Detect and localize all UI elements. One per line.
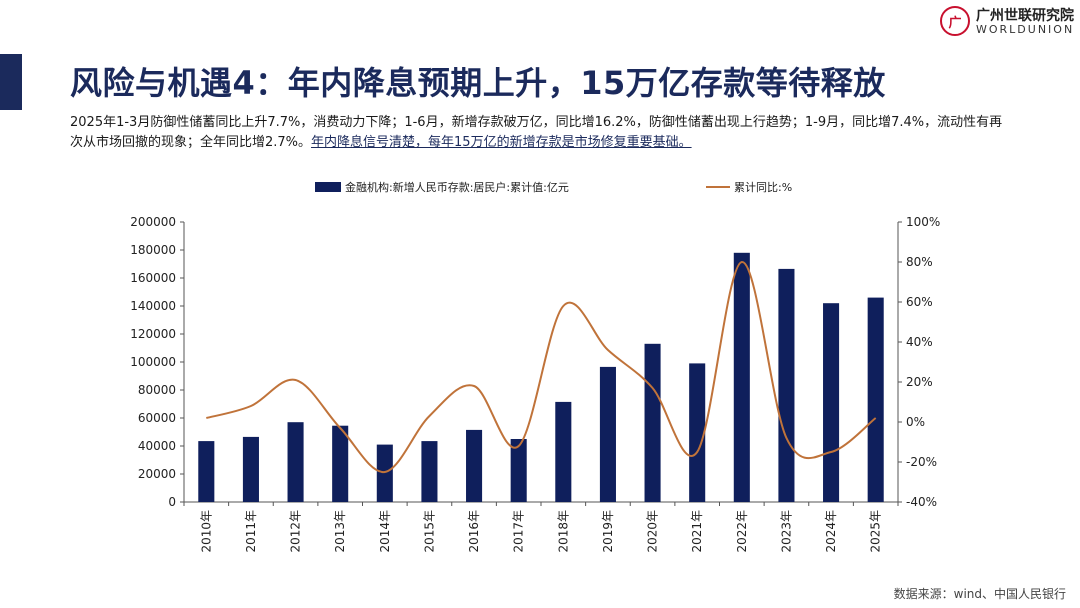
x-axis-category-label: 2018年 (556, 510, 570, 553)
logo-name-cn: 广州世联研究院 (976, 8, 1074, 24)
bar-deposit (198, 441, 215, 502)
x-axis-category-label: 2011年 (244, 510, 258, 553)
bar-deposit (287, 422, 304, 502)
left-axis-tick-label: 160000 (130, 271, 176, 285)
page-title: 风险与机遇4：年内降息预期上升，15万亿存款等待释放 (70, 64, 886, 102)
legend-bar-label: 金融机构:新增人民币存款:居民户:累计值:亿元 (345, 180, 569, 194)
title-accent-bar (0, 54, 22, 110)
left-axis-tick-label: 200000 (130, 215, 176, 229)
line-yoy-growth (206, 261, 877, 474)
deposit-chart: 金融机构:新增人民币存款:居民户:累计值:亿元 累计同比:% 0 20000 40000… (130, 180, 940, 553)
data-source: 数据来源：wind、中国人民银行 (893, 587, 1066, 601)
right-axis-tick-label: -20% (906, 455, 937, 469)
right-axis-tick-label: 40% (906, 335, 933, 349)
bar-deposit (823, 303, 840, 502)
x-axis-category-label: 2012年 (289, 510, 303, 553)
bar-deposit (376, 444, 393, 502)
x-axis-category-label: 2014年 (378, 510, 392, 553)
description-text: 2025年1-3月防御性储蓄同比上升7.7%，消费动力下降；1-6月，新增存款破… (70, 115, 1003, 150)
left-axis-tick-label: 40000 (138, 439, 176, 453)
x-axis-category-label: 2025年 (869, 510, 883, 553)
bar-deposit (689, 363, 706, 502)
page-description: 2025年1-3月防御性储蓄同比上升7.7%，消费动力下降；1-6月，新增存款破… (70, 113, 1005, 153)
x-axis-category-label: 2022年 (735, 510, 749, 553)
left-axis-tick-label: 180000 (130, 243, 176, 257)
left-axis-tick-label: 0 (168, 495, 176, 509)
logo-mark-icon: 广 (940, 6, 970, 36)
x-axis-category-label: 2015年 (422, 510, 436, 553)
bar-deposit (644, 343, 661, 502)
left-axis-tick-label: 140000 (130, 299, 176, 313)
bar-deposit (733, 252, 750, 502)
bar-deposit (242, 436, 259, 502)
right-axis-tick-label: 100% (906, 215, 940, 229)
bar-deposit (778, 268, 795, 502)
logo-mark-text: 广 (948, 15, 962, 31)
left-axis-tick-label: 120000 (130, 327, 176, 341)
x-axis-category-label: 2017年 (512, 510, 526, 553)
bar-deposit (510, 439, 527, 502)
x-axis-category-label: 2024年 (824, 510, 838, 553)
left-axis-tick-label: 80000 (138, 383, 176, 397)
right-axis-tick-label: 80% (906, 255, 933, 269)
x-axis-category-label: 2023年 (779, 510, 793, 553)
x-axis-category-label: 2019年 (601, 510, 615, 553)
right-axis-tick-label: -40% (906, 495, 937, 509)
description-highlight: 年内降息信号清楚，每年15万亿的新增存款是市场修复重要基础。 (311, 135, 692, 150)
x-axis-category-label: 2021年 (690, 510, 704, 553)
bar-deposit (599, 366, 616, 502)
right-axis-tick-label: 60% (906, 295, 933, 309)
left-axis-tick-label: 60000 (138, 411, 176, 425)
x-axis-category-label: 2016年 (467, 510, 481, 553)
bar-deposit (466, 429, 483, 502)
x-axis-category-label: 2020年 (646, 510, 660, 553)
left-axis-tick-label: 20000 (138, 467, 176, 481)
bar-deposit (555, 401, 572, 502)
bar-deposit (332, 425, 349, 502)
right-axis-tick-label: 20% (906, 375, 933, 389)
bar-deposit (867, 297, 884, 502)
legend-line-label: 累计同比:% (734, 181, 792, 194)
logo-name-en: WORLDUNION (976, 23, 1075, 36)
x-axis-category-label: 2013年 (333, 510, 347, 553)
company-logo: 广 广州世联研究院 WORLDUNION (940, 4, 1076, 40)
left-axis-tick-label: 100000 (130, 355, 176, 369)
x-axis-category-label: 2010年 (199, 510, 213, 553)
legend-bar-swatch (315, 182, 341, 192)
right-axis-tick-label: 0% (906, 415, 925, 429)
bar-deposit (421, 441, 438, 502)
